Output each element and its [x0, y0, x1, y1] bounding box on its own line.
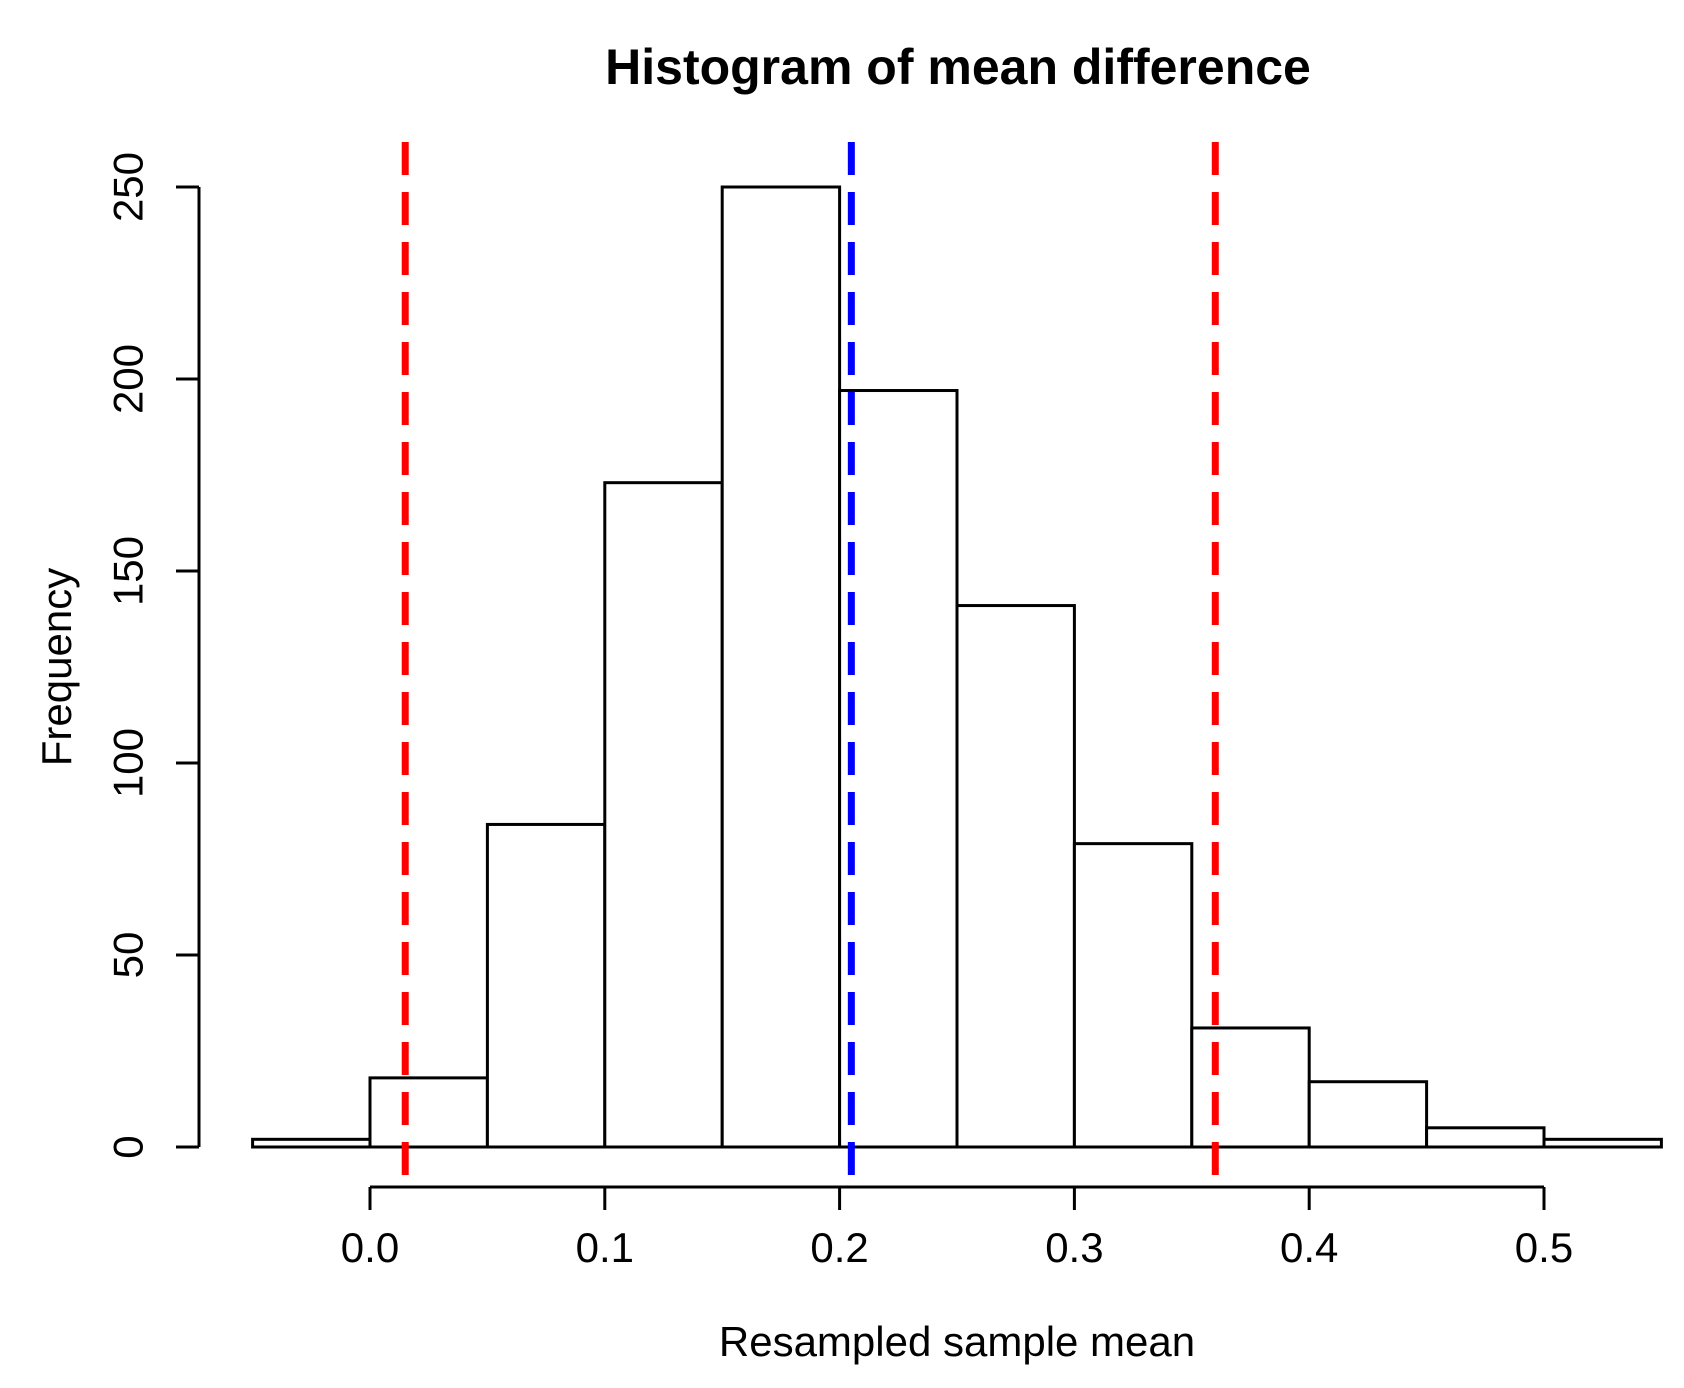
y-tick-label: 100	[105, 728, 152, 798]
histogram-bar	[368, 1076, 489, 1149]
y-tick-label: 50	[105, 932, 152, 979]
y-tick-label: 0	[105, 1135, 152, 1158]
histogram-bar	[603, 481, 724, 1149]
chart-title: Histogram of mean difference	[605, 39, 1311, 95]
x-tick-label: 0.2	[810, 1224, 868, 1271]
x-tick-label: 0.5	[1515, 1224, 1573, 1271]
histogram-bar	[720, 185, 842, 1149]
histogram-bar	[1072, 842, 1194, 1149]
x-tick-label: 0.4	[1280, 1224, 1338, 1271]
histogram-bar	[955, 604, 1076, 1149]
histogram-bar	[485, 822, 607, 1149]
histogram-bar	[1425, 1126, 1546, 1149]
y-axis-title: Frequency	[33, 567, 80, 767]
x-axis-title: Resampled sample mean	[718, 1318, 1196, 1365]
histogram-bar	[1190, 1026, 1311, 1149]
y-tick-label: 250	[105, 152, 152, 222]
x-tick-label: 0.0	[341, 1224, 399, 1271]
histogram-bar	[838, 389, 959, 1149]
histogram-bar	[251, 1137, 372, 1149]
histogram-bar	[1542, 1137, 1663, 1149]
x-tick-label: 0.1	[576, 1224, 634, 1271]
histogram-bar	[1307, 1080, 1429, 1149]
y-tick-label: 200	[105, 344, 152, 414]
y-tick-label: 150	[105, 536, 152, 606]
x-tick-label: 0.3	[1045, 1224, 1103, 1271]
